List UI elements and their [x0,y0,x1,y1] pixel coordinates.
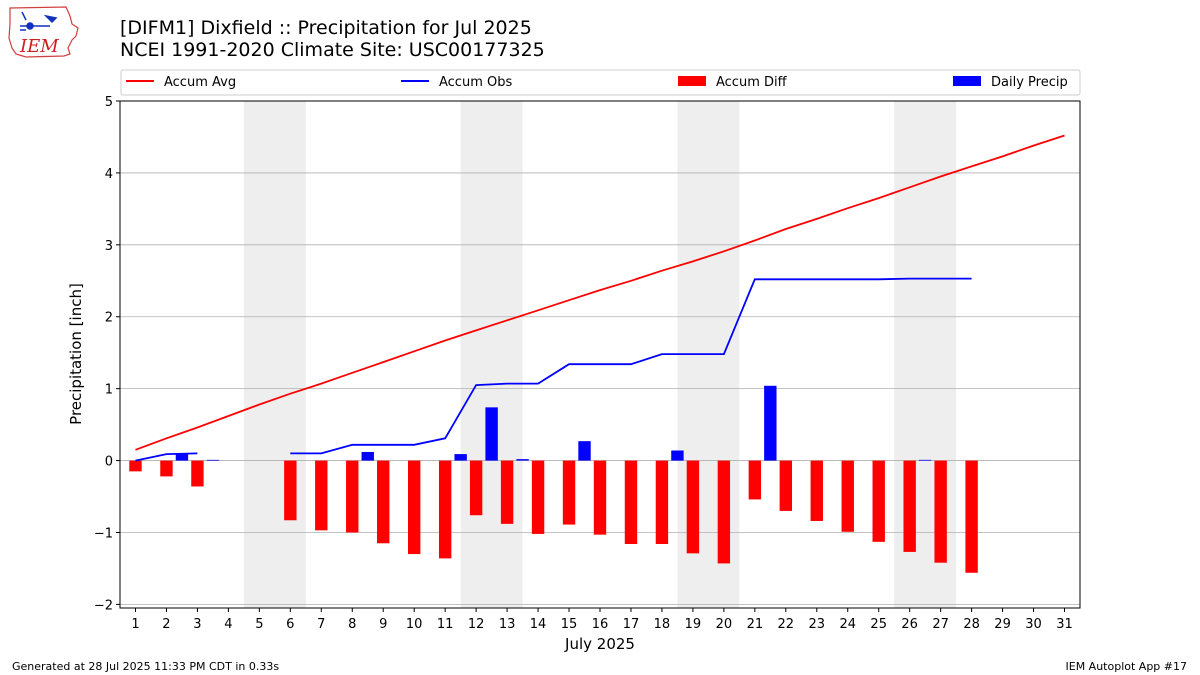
legend: Accum Avg Accum Obs Accum Diff Daily Precip [120,69,1081,96]
x-tick-label: 2 [162,617,170,632]
accum-diff-bar-9 [377,460,390,544]
accum-diff-bar-19 [686,460,700,554]
x-tick-label: 27 [932,617,949,632]
accum-diff-bar-25 [872,460,885,542]
accum-avg-line [135,134,1065,451]
x-tick-label: 20 [716,617,733,632]
x-tick-label: 30 [1025,617,1042,632]
x-tick-label: 12 [468,617,485,632]
legend-label-daily-precip: Daily Precip [991,75,1068,90]
accum-diff-bar-11 [438,460,452,559]
accum-diff-bar-16 [593,460,607,535]
y-axis: −2 −1 0 1 2 3 4 5 [94,95,120,613]
x-tick-label: 6 [286,617,294,632]
y-tick-label: 5 [105,95,113,110]
daily-precip-bar-2 [175,454,189,461]
x-tick-label: 25 [870,617,887,632]
x-tick-label: 21 [747,617,764,632]
accum-diff-bar-10 [408,460,421,555]
y-tick-label: 4 [105,167,113,182]
daily-precip-bar-12 [485,407,498,461]
accum-diff-bar-12 [469,460,483,516]
x-tick-label: 16 [592,617,609,632]
y-tick-label: 3 [105,239,113,254]
x-tick-label: 14 [530,617,547,632]
legend-label-accum-obs: Accum Obs [439,75,512,90]
accum-diff-bar-7 [315,460,328,531]
x-tick-label: 26 [901,617,918,632]
x-tick-label: 24 [839,617,856,632]
x-tick-label: 29 [994,617,1011,632]
accum-diff-bar-13 [500,460,514,524]
daily-precip-bar-8 [361,451,374,461]
accum-diff-bar-26 [903,460,916,552]
accum-obs-line [135,277,972,462]
accum-diff-bar-20 [717,460,731,564]
bars [129,385,978,573]
legend-swatch-accum-diff [678,76,706,86]
daily-precip-bar-11 [454,454,467,461]
daily-precip-bar-13 [516,459,529,461]
chart-title-line-2: NCEI 1991-2020 Climate Site: USC00177325 [120,39,545,61]
logo-text: IEM [19,36,59,57]
daily-precip-bar-26 [918,459,932,461]
accum-diff-bar-3 [191,460,204,487]
weekend-band-2 [460,101,523,608]
x-tick-label: 22 [778,617,795,632]
iem-logo: IEM [8,6,79,58]
accum-diff-bar-17 [624,460,638,544]
footer-app-label: IEM Autoplot App #17 [1065,660,1188,673]
x-tick-label: 8 [348,617,356,632]
y-tick-label: 0 [105,455,113,470]
accum-diff-bar-23 [810,460,823,521]
accum-diff-bar-27 [934,460,947,563]
series-lines [135,134,1065,462]
x-tick-label: 1 [131,617,139,632]
x-tick-label: 10 [406,617,423,632]
x-axis-label: July 2025 [564,635,635,653]
accum-diff-bar-21 [748,460,762,500]
daily-precip-bar-15 [578,441,591,461]
daily-precip-bar-18 [671,450,684,461]
y-axis-label: Precipitation [inch] [67,283,85,425]
daily-precip-bar-21 [764,385,777,461]
accum-diff-bar-1 [129,460,142,472]
x-tick-label: 23 [809,617,826,632]
chart-title-line-1: [DIFM1] Dixfield :: Precipitation for Ju… [120,17,532,39]
x-tick-label: 15 [561,617,578,632]
x-tick-label: 9 [379,617,387,632]
y-tick-label: 2 [105,311,113,326]
y-tick-label: −2 [94,598,113,613]
legend-swatch-daily-precip [953,76,981,86]
accum-diff-bar-14 [531,460,545,534]
legend-label-accum-diff: Accum Diff [716,75,788,90]
x-tick-label: 4 [224,617,232,632]
x-tick-label: 31 [1056,617,1073,632]
accum-diff-bar-8 [346,460,359,533]
y-tick-label: 1 [105,383,113,398]
y-tick-label: −1 [94,526,113,541]
weekend-band-1 [243,101,306,608]
x-tick-label: 28 [963,617,980,632]
accum-diff-bar-6 [284,460,297,521]
x-tick-label: 7 [317,617,325,632]
x-tick-label: 3 [193,617,201,632]
accum-diff-bar-18 [655,460,669,544]
accum-diff-bar-2 [160,460,173,477]
accum-diff-bar-22 [779,460,792,511]
accum-diff-bar-15 [562,460,576,525]
x-tick-label: 17 [623,617,640,632]
x-axis: 1 2 3 4 5 6 7 8 9 10 11 12 13 14 15 16 17 18 19 20 21 22 23 24 2… [131,608,1073,632]
daily-precip-bar-3 [206,459,220,461]
x-tick-label: 19 [685,617,702,632]
x-tick-label: 11 [437,617,454,632]
x-tick-label: 13 [499,617,516,632]
accum-diff-bar-28 [965,460,978,573]
x-tick-label: 5 [255,617,263,632]
accum-diff-bar-24 [841,460,854,532]
legend-label-accum-avg: Accum Avg [164,75,236,90]
footer-generated-text: Generated at 28 Jul 2025 11:33 PM CDT in… [12,660,280,673]
x-tick-label: 18 [654,617,671,632]
